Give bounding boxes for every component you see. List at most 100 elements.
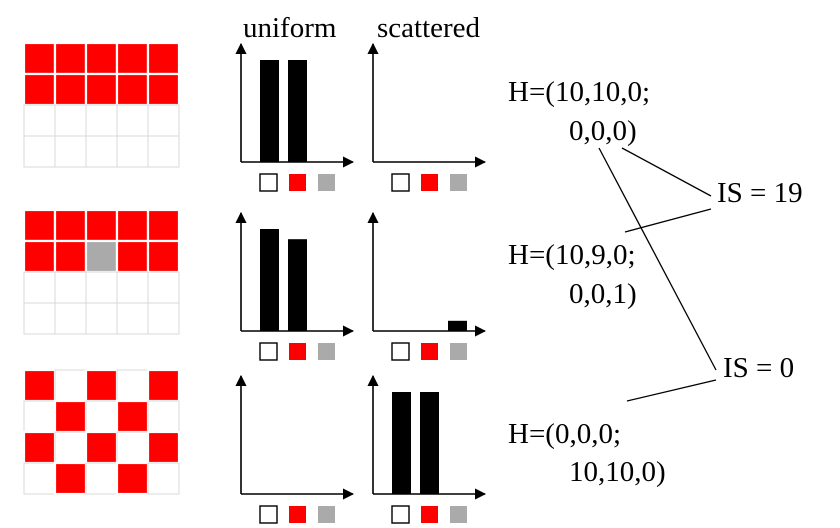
- grid-cell-red: [53, 208, 88, 243]
- grid-cell-white: [54, 271, 87, 304]
- chart-uniform-row1: [235, 42, 355, 168]
- histogram-bar: [288, 239, 307, 331]
- grid-cell-red: [146, 72, 181, 107]
- pattern-grid-row3: [22, 368, 181, 496]
- legend-row1-col1: [259, 173, 335, 192]
- grid-cell-red: [115, 461, 150, 496]
- grid-cell-red: [53, 72, 88, 107]
- grid-cell-red: [53, 41, 88, 76]
- grid-cell-white: [85, 400, 118, 433]
- grid-cell-red: [146, 208, 181, 243]
- grid-cell-white: [147, 104, 180, 137]
- grid-cell-white: [23, 462, 56, 495]
- swatch-red-icon: [421, 506, 438, 523]
- pattern-grids: [22, 41, 181, 496]
- legend-row2-col2: [391, 342, 467, 361]
- swatch-white-icon: [259, 342, 278, 361]
- chart-scattered-row3: [367, 374, 487, 500]
- pattern-grid-row1: [22, 41, 181, 168]
- grid-cell-red: [22, 368, 57, 403]
- swatch-white-icon: [391, 505, 410, 524]
- grid-cell-white: [116, 104, 149, 137]
- grid-cell-red: [84, 430, 119, 465]
- chart-scattered-row2: [367, 211, 487, 337]
- connector-row1-is0: [598, 147, 717, 371]
- grid-cell-red: [53, 399, 88, 434]
- grid-cell-red: [22, 239, 57, 274]
- row3-h-line1: H=(0,0,0;: [508, 418, 621, 450]
- swatch-red-icon: [421, 343, 438, 360]
- grid-cell-white: [147, 271, 180, 304]
- swatch-gray-icon: [450, 506, 467, 523]
- grid-cell-white: [23, 271, 56, 304]
- histogram-charts: [235, 42, 487, 500]
- histogram-bar: [448, 320, 467, 331]
- grid-cell-white: [85, 135, 118, 168]
- grid-cell-white: [147, 302, 180, 335]
- legend-row3-col1: [259, 505, 335, 524]
- is-label-bottom: IS = 0: [723, 352, 794, 384]
- row2-h-line1: H=(10,9,0;: [508, 239, 636, 271]
- grid-cell-white: [116, 302, 149, 335]
- grid-cell-red: [115, 72, 150, 107]
- histogram-bar: [260, 60, 279, 162]
- grid-cell-white: [85, 302, 118, 335]
- row1-h-line2: 0,0,0): [569, 115, 637, 147]
- chart-uniform-row2: [235, 211, 355, 337]
- legend-row2-col1: [259, 342, 335, 361]
- chart-scattered-row1: [367, 42, 487, 168]
- grid-cell-white: [54, 302, 87, 335]
- swatch-white-icon: [259, 173, 278, 192]
- grid-cell-gray: [84, 239, 119, 274]
- swatch-red-icon: [421, 174, 438, 191]
- grid-cell-red: [84, 368, 119, 403]
- swatch-red-icon: [289, 506, 306, 523]
- swatch-gray-icon: [450, 343, 467, 360]
- grid-cell-white: [54, 135, 87, 168]
- grid-cell-white: [54, 104, 87, 137]
- connector-row2-is19: [624, 208, 712, 233]
- grid-cell-white: [23, 400, 56, 433]
- grid-cell-red: [22, 208, 57, 243]
- grid-cell-white: [147, 462, 180, 495]
- grid-cell-red: [84, 41, 119, 76]
- histogram-bar: [288, 60, 307, 162]
- grid-cell-red: [115, 208, 150, 243]
- grid-cell-red: [115, 239, 150, 274]
- grid-cell-white: [85, 462, 118, 495]
- grid-cell-red: [53, 239, 88, 274]
- grid-cell-white: [23, 302, 56, 335]
- swatch-gray-icon: [318, 174, 335, 191]
- swatch-gray-icon: [318, 343, 335, 360]
- pattern-grid-row2: [22, 208, 181, 335]
- grid-cell-red: [84, 72, 119, 107]
- grid-cell-red: [146, 41, 181, 76]
- legend-row3-col2: [391, 505, 467, 524]
- swatch-white-icon: [391, 173, 410, 192]
- grid-cell-white: [116, 431, 149, 464]
- header-uniform: uniform: [243, 12, 337, 44]
- header-scattered: scattered: [377, 12, 481, 44]
- row2-h-line2: 0,0,1): [569, 278, 637, 310]
- grid-cell-red: [146, 368, 181, 403]
- grid-cell-red: [84, 208, 119, 243]
- grid-cell-white: [54, 369, 87, 402]
- is-label-top: IS = 19: [717, 177, 803, 209]
- grid-cell-white: [116, 271, 149, 304]
- grid-cell-red: [146, 430, 181, 465]
- swatch-red-icon: [289, 343, 306, 360]
- row3-h-line2: 10,10,0): [569, 456, 666, 488]
- legend-row1-col2: [391, 173, 467, 192]
- chart-uniform-row3: [235, 374, 355, 500]
- grid-cell-red: [115, 41, 150, 76]
- grid-cell-white: [85, 104, 118, 137]
- grid-cell-white: [85, 271, 118, 304]
- grid-cell-white: [54, 431, 87, 464]
- grid-cell-white: [116, 369, 149, 402]
- swatch-white-icon: [391, 342, 410, 361]
- grid-cell-red: [53, 461, 88, 496]
- row1-h-line1: H=(10,10,0;: [508, 76, 650, 108]
- histogram-bar: [260, 229, 279, 331]
- color-legends: [259, 173, 467, 524]
